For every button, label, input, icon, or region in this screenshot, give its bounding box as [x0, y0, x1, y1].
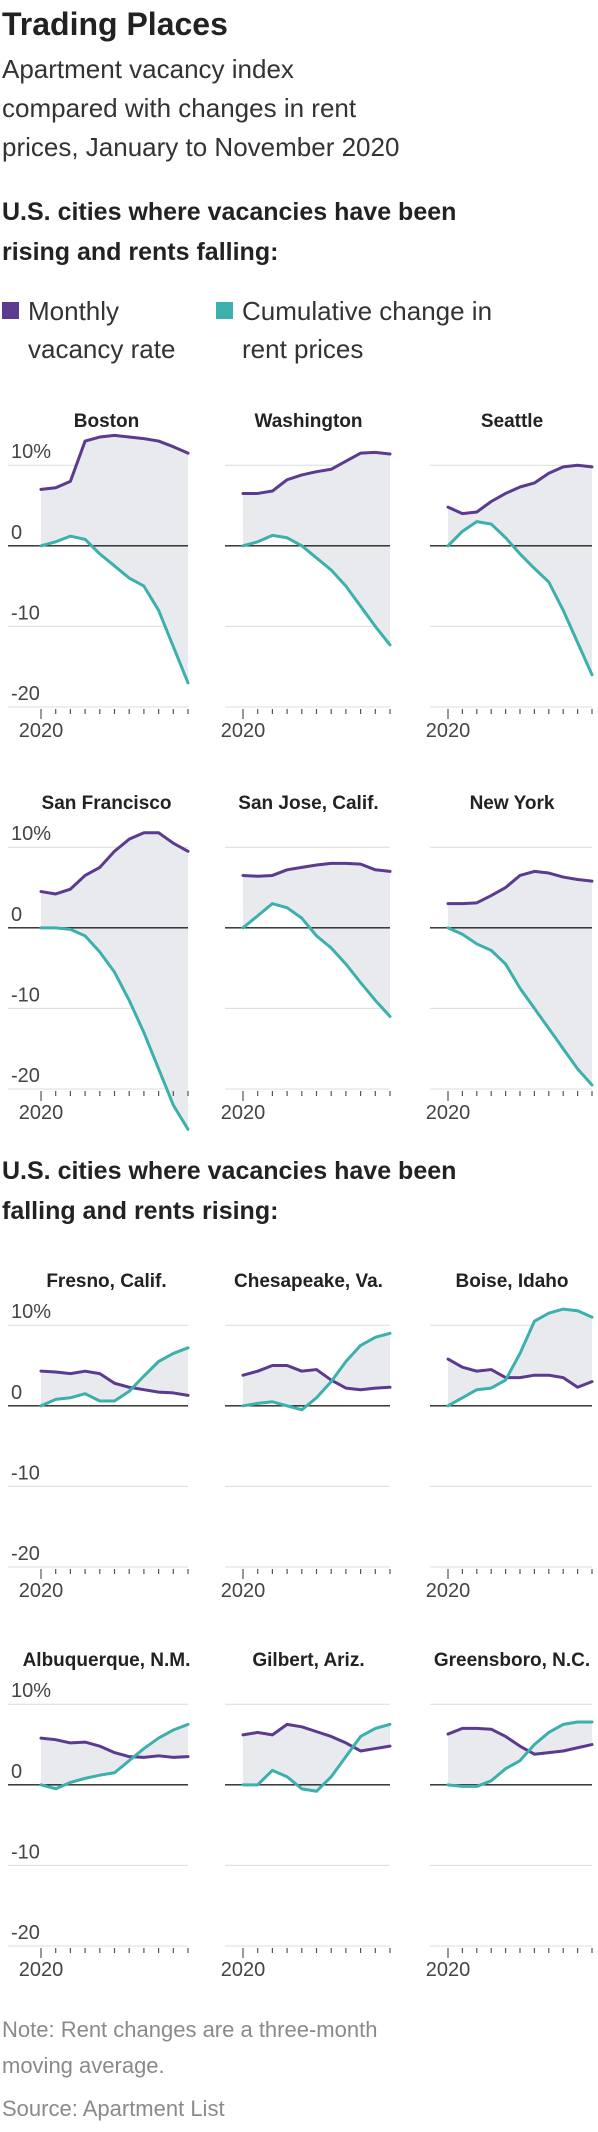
x-tick-label: 2020 — [221, 1102, 266, 1124]
vacancy-line — [241, 1722, 392, 1753]
x-tick-label: 2020 — [221, 720, 266, 742]
x-tick-label: 2020 — [426, 1959, 471, 1981]
gap-area — [41, 1724, 188, 1789]
vacancy-line — [241, 861, 392, 878]
subtitle: Apartment vacancy index compared with ch… — [2, 50, 399, 167]
x-tick-label: 2020 — [221, 1959, 266, 1981]
panel-title: Fresno, Calif. — [46, 1271, 166, 1292]
gap-area — [41, 1347, 188, 1406]
panel-title: San Francisco — [42, 793, 172, 814]
vacancy-line — [39, 1369, 190, 1397]
vacancy-line — [241, 450, 392, 495]
x-tick-label: 2020 — [426, 720, 471, 742]
legend-item: Cumulative change in rent prices — [216, 292, 496, 368]
title: Trading Places — [2, 6, 228, 42]
rent-line — [446, 926, 594, 1087]
note: Note: Rent changes are a three-month mov… — [2, 2017, 378, 2078]
y-tick-label: -10 — [11, 984, 40, 1006]
y-tick-label: -20 — [11, 1543, 40, 1565]
gap-area — [448, 1309, 592, 1406]
rent-line — [446, 520, 594, 677]
y-tick-label: 10% — [11, 823, 51, 845]
vacancy-line — [39, 433, 190, 491]
vacancy-line — [446, 463, 594, 516]
rent-line — [39, 1346, 190, 1408]
panel-title: Albuquerque, N.M. — [23, 1650, 191, 1671]
legend-swatch — [2, 302, 19, 319]
subtitle-line: prices, January to November 2020 — [2, 132, 400, 162]
gap-area — [448, 465, 592, 675]
panel-title: San Jose, Calif. — [238, 793, 378, 814]
y-tick-label: 0 — [11, 904, 22, 926]
y-tick-label: 10% — [11, 441, 51, 463]
y-tick-label: -20 — [11, 1065, 40, 1087]
vacancy-line — [39, 831, 190, 896]
panel-title: New York — [470, 793, 555, 814]
gap-area — [41, 832, 188, 1130]
legend-item: Monthly vacancy rate — [2, 292, 207, 368]
rent-line — [446, 1307, 594, 1408]
panel-title: Boise, Idaho — [456, 1271, 569, 1292]
gap-area — [41, 435, 188, 683]
rent-line — [39, 534, 190, 685]
vacancy-line — [446, 1357, 594, 1389]
gap-area — [243, 452, 390, 645]
rent-line — [241, 902, 392, 1018]
legend-label: Monthly vacancy rate — [28, 296, 176, 364]
x-tick-label: 2020 — [19, 720, 64, 742]
subtitle-line: compared with changes in rent — [2, 93, 357, 123]
rent-line — [241, 1331, 392, 1412]
vacancy-line — [446, 1726, 594, 1756]
rent-line — [241, 533, 392, 647]
y-tick-label: 10% — [11, 1680, 51, 1702]
y-tick-label: 0 — [11, 1761, 22, 1783]
gap-area — [243, 1724, 390, 1792]
gap-area — [243, 863, 390, 1017]
gap-area — [448, 1721, 592, 1787]
panel-title: Gilbert, Ariz. — [252, 1650, 364, 1671]
section-heading: U.S. cities where vacancies have been ri… — [2, 198, 457, 266]
vacancy-line — [446, 869, 594, 906]
rent-line — [39, 1722, 190, 1791]
x-tick-label: 2020 — [19, 1102, 64, 1124]
y-tick-label: -20 — [11, 1922, 40, 1944]
subtitle-line: Apartment vacancy index — [2, 54, 294, 84]
y-tick-label: -10 — [11, 1462, 40, 1484]
panel-title: Seattle — [481, 411, 543, 432]
y-tick-label: 10% — [11, 1301, 51, 1323]
gap-area — [243, 1333, 390, 1410]
y-tick-label: -10 — [11, 602, 40, 624]
section-heading: U.S. cities where vacancies have been fa… — [2, 1157, 457, 1225]
y-tick-label: -20 — [11, 683, 40, 705]
source: Source: Apartment List — [2, 2096, 225, 2121]
x-tick-label: 2020 — [221, 1580, 266, 1602]
panel-title: Boston — [74, 411, 139, 432]
rent-line — [39, 926, 190, 1131]
panel-title: Greensboro, N.C. — [434, 1650, 590, 1671]
panel-title: Chesapeake, Va. — [234, 1271, 383, 1292]
vacancy-line — [241, 1364, 392, 1392]
gap-area — [448, 871, 592, 1085]
y-tick-label: 0 — [11, 1382, 22, 1404]
x-tick-label: 2020 — [19, 1959, 64, 1981]
y-tick-label: -10 — [11, 1841, 40, 1863]
x-tick-label: 2020 — [19, 1580, 64, 1602]
vacancy-line — [39, 1736, 190, 1759]
legend-swatch — [216, 302, 233, 319]
y-tick-label: 0 — [11, 522, 22, 544]
legend-label: Cumulative change in rent prices — [242, 296, 493, 364]
x-tick-label: 2020 — [426, 1580, 471, 1602]
rent-line — [241, 1722, 392, 1793]
x-tick-label: 2020 — [426, 1102, 471, 1124]
panel-title: Washington — [255, 411, 363, 432]
rent-line — [446, 1720, 594, 1788]
